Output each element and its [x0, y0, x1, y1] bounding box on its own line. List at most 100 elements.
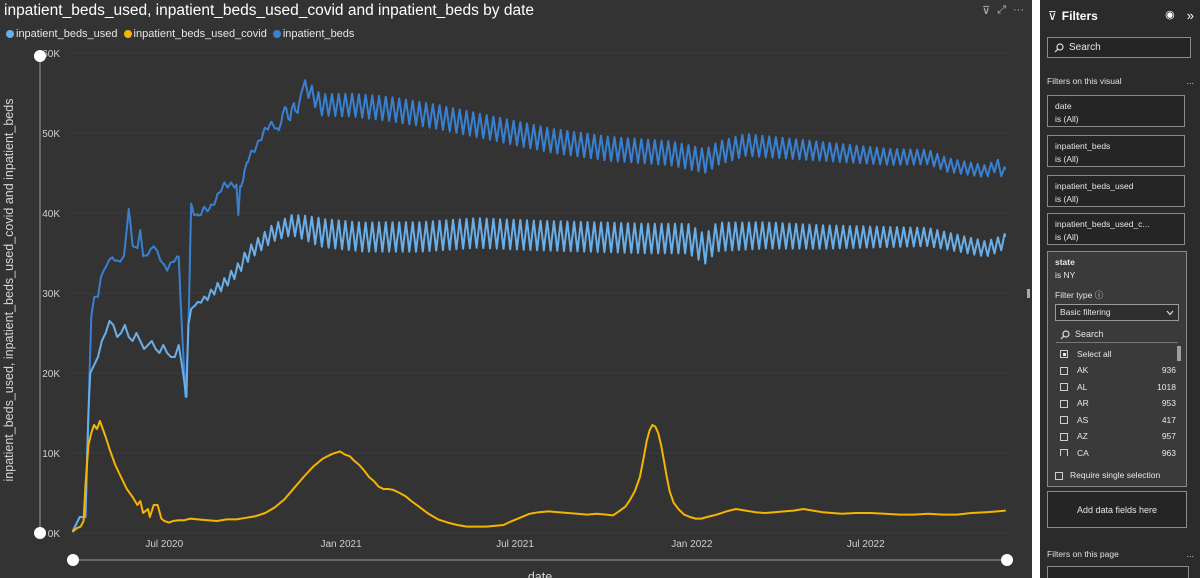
list-item[interactable]: AK 936	[1056, 363, 1178, 380]
data-point[interactable]: 2022-01-29: 47500	[718, 152, 720, 154]
data-point[interactable]: 2021-02-04: 6500	[373, 480, 375, 482]
data-point[interactable]: 2021-09-04: 2400	[576, 513, 578, 515]
data-point[interactable]: 2022-09-24: 46000	[946, 164, 948, 166]
list-item[interactable]: CA 963	[1056, 445, 1178, 456]
data-point[interactable]: 2021-06-11: 50500	[495, 128, 497, 130]
data-point[interactable]: 2020-10-12: 50000	[262, 132, 264, 134]
data-point[interactable]: 2022-07-16: 37000	[879, 236, 881, 238]
data-point[interactable]: 2021-12-06: 7000	[666, 476, 668, 478]
data-point[interactable]: 2020-08-23: 30500	[214, 288, 216, 290]
collapse-pane-icon[interactable]: »	[1186, 8, 1194, 23]
data-point[interactable]: 2021-10-04: 2300	[605, 513, 607, 515]
list-item[interactable]: AZ 957	[1056, 429, 1178, 446]
data-point[interactable]: 2020-03-28: 200	[72, 530, 74, 532]
data-point[interactable]: 2021-11-27: 12500	[657, 432, 659, 434]
legend-item-inpatient-beds[interactable]: inpatient_beds	[272, 28, 354, 40]
data-point[interactable]: 2020-07-01: 1500	[163, 520, 165, 522]
data-point[interactable]: 2022-05-17: 2600	[821, 511, 823, 513]
data-point[interactable]: 2020-06-22: 23000	[154, 348, 156, 350]
data-point[interactable]: 2020-08-01: 40000	[193, 212, 195, 214]
data-point[interactable]: 2020-10-04: 2100	[254, 515, 256, 517]
data-point[interactable]: 2021-09-19: 37000	[591, 236, 593, 238]
data-point[interactable]: 2022-10-19: 2500	[970, 512, 972, 514]
data-point[interactable]: 2021-12-08: 47500	[668, 152, 670, 154]
data-point[interactable]: 2021-02-24: 5400	[392, 489, 394, 491]
data-point[interactable]: 2021-03-03: 5000	[399, 492, 401, 494]
data-point[interactable]: 2022-08-20: 2300	[913, 513, 915, 515]
line-chart-visual[interactable]: inpatient_beds_used, inpatient_beds_used…	[0, 0, 1032, 578]
data-point[interactable]: 2022-11-19: 45300	[1000, 169, 1002, 171]
info-icon[interactable]: ⓘ	[1094, 290, 1104, 300]
checkbox[interactable]	[1055, 471, 1063, 480]
data-point[interactable]: 2022-07-06: 2500	[869, 512, 871, 514]
data-point[interactable]: 2020-08-29: 43000	[220, 188, 222, 190]
data-point[interactable]: 2020-04-25: 14000	[99, 420, 101, 422]
series-line-inpatient-beds[interactable]	[72, 79, 1007, 532]
data-point[interactable]: 2020-10-12: 36500	[262, 240, 264, 242]
data-point[interactable]: 2021-10-17: 2700	[618, 510, 620, 512]
data-point[interactable]: 2021-06-11: 900	[495, 525, 497, 527]
data-point[interactable]: 2020-04-22: 13000	[96, 428, 98, 430]
data-point[interactable]: 2022-11-03: 45200	[985, 170, 987, 172]
data-point[interactable]: 2020-05-20: 34500	[123, 256, 125, 258]
data-point[interactable]: 2022-09-04: 2400	[927, 513, 929, 515]
data-point[interactable]: 2022-04-17: 2800	[793, 509, 795, 511]
list-scrollbar[interactable]	[1177, 346, 1181, 361]
data-point[interactable]: 2021-06-19: 1000	[502, 524, 504, 526]
filter-card-inpatient-beds[interactable]: inpatient_beds is (All)	[1047, 135, 1185, 167]
data-point[interactable]: 2021-04-12: 1700	[437, 518, 439, 520]
data-point[interactable]: 2022-01-05: 1800	[695, 517, 697, 519]
state-search-input[interactable]: Search	[1060, 328, 1104, 341]
data-point[interactable]: 2020-10-02: 35500	[253, 248, 255, 250]
data-point[interactable]: 2022-08-05: 2300	[898, 513, 900, 515]
data-point[interactable]: 2020-06-09: 2500	[142, 512, 144, 514]
data-point[interactable]: 2020-11-23: 7000	[302, 476, 304, 478]
data-point[interactable]: 2021-11-30: 11000	[660, 444, 662, 446]
data-point[interactable]: 2020-04-15: 20000	[89, 372, 91, 374]
data-point[interactable]: 2021-10-11: 2200	[612, 514, 614, 516]
data-point[interactable]: 2020-09-06: 43500	[228, 184, 230, 186]
data-point[interactable]: 2020-06-14: 3000	[147, 508, 149, 510]
data-point[interactable]: 2020-07-22: 1600	[183, 519, 185, 521]
data-point[interactable]: 2020-04-16: 12500	[90, 432, 92, 434]
eye-icon[interactable]: ◉	[1165, 9, 1175, 21]
data-point[interactable]: 2020-05-16: 34000	[119, 260, 121, 262]
data-point[interactable]: 2021-12-28: 36800	[687, 237, 689, 239]
list-item[interactable]: AR 953	[1056, 396, 1178, 413]
data-point[interactable]: 2022-04-27: 3000	[802, 508, 804, 510]
series-line-inpatient-beds-used-covid[interactable]	[72, 420, 1007, 533]
data-point[interactable]: 2021-06-26: 1400	[509, 521, 511, 523]
data-point[interactable]: 2021-11-18: 12800	[648, 429, 650, 431]
data-point[interactable]: 2021-12-13: 3800	[672, 501, 674, 503]
legend-item-inpatient-beds-used[interactable]: inpatient_beds_used	[6, 28, 118, 40]
data-point[interactable]: 2020-07-10: 1500	[172, 520, 174, 522]
data-point[interactable]: 2020-06-26: 22500	[158, 352, 160, 354]
data-point[interactable]: 2020-06-06: 4000	[139, 500, 141, 502]
data-point[interactable]: 2022-07-21: 2400	[884, 513, 886, 515]
data-point[interactable]: 2020-06-06: 38000	[139, 228, 141, 230]
data-point[interactable]: 2020-10-14: 2500	[264, 512, 266, 514]
data-point[interactable]: 2021-11-08: 7000	[639, 476, 641, 478]
more-options-icon[interactable]: ...	[1186, 76, 1194, 86]
data-point[interactable]: 2021-09-14: 2300	[586, 513, 588, 515]
data-point[interactable]: 2020-07-28: 1800	[189, 517, 191, 519]
data-point[interactable]: 2020-07-10: 34000	[172, 260, 174, 262]
data-point[interactable]: 2020-04-05: 800	[80, 525, 82, 527]
data-point[interactable]: 2020-04-30: 33000	[104, 268, 106, 270]
checkbox[interactable]	[1060, 432, 1068, 441]
data-point[interactable]: 2022-06-06: 2400	[841, 513, 843, 515]
checkbox[interactable]	[1060, 416, 1068, 425]
data-point[interactable]: 2021-09-24: 2400	[596, 513, 598, 515]
data-point[interactable]: 2021-03-23: 37000	[418, 236, 420, 238]
filters-search-input[interactable]: Search	[1047, 37, 1191, 58]
data-point[interactable]: 2021-08-25: 2500	[567, 512, 569, 514]
data-point[interactable]: 2020-08-31: 31000	[222, 284, 224, 286]
data-point[interactable]: 2020-07-16: 23500	[178, 344, 180, 346]
data-point[interactable]: 2020-05-05: 10500	[108, 448, 110, 450]
data-point[interactable]: 2022-02-06: 2700	[725, 510, 727, 512]
data-point[interactable]: 2020-05-13: 24500	[116, 336, 118, 338]
data-point[interactable]: 2020-07-04: 33000	[166, 268, 168, 270]
data-point[interactable]: 2020-11-05: 53000	[285, 108, 287, 110]
more-options-icon[interactable]: ···	[1013, 4, 1024, 16]
data-point[interactable]: 2020-05-01: 25000	[105, 332, 107, 334]
